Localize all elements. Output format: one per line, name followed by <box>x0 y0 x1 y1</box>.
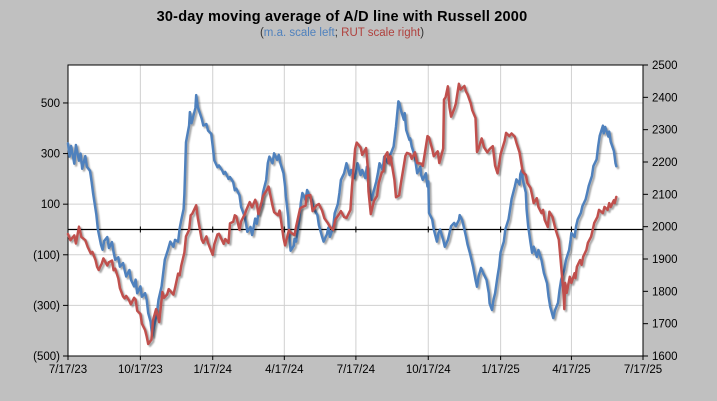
right-axis-label: 1800 <box>652 286 678 298</box>
left-axis-label: 100 <box>41 199 60 211</box>
left-axis-label: 500 <box>41 98 60 110</box>
right-axis-label: 2200 <box>652 157 678 169</box>
right-axis-label: 2400 <box>652 92 678 104</box>
left-axis-label: (300) <box>33 300 60 312</box>
x-axis-label: 7/17/23 <box>49 364 87 376</box>
right-axis-label: 2300 <box>652 125 678 137</box>
x-axis-label: 7/17/25 <box>624 364 662 376</box>
right-axis-label: 2500 <box>652 60 678 72</box>
right-axis-label: 1600 <box>652 351 678 363</box>
x-axis-label: 4/17/24 <box>265 364 304 376</box>
x-axis-label: 10/17/24 <box>406 364 451 376</box>
rut-line-series <box>66 82 618 346</box>
x-axis-label: 10/17/23 <box>118 364 163 376</box>
right-axis-label: 2100 <box>652 189 678 201</box>
right-axis-label: 1900 <box>652 254 678 266</box>
right-axis-label: 2000 <box>652 222 678 234</box>
left-axis-label: (100) <box>33 250 60 262</box>
ad-ma-line-shadow <box>68 95 620 339</box>
x-axis-label: 1/17/24 <box>194 364 233 376</box>
left-axis-label: (500) <box>33 351 60 363</box>
ad-ma-line-series <box>66 93 618 338</box>
right-axis-label: 1700 <box>652 319 678 331</box>
left-axis-label: 300 <box>41 149 60 161</box>
x-axis-label: 1/17/25 <box>481 364 519 376</box>
x-axis-label: 7/17/24 <box>337 364 376 376</box>
x-axis-label: 4/17/25 <box>552 364 590 376</box>
